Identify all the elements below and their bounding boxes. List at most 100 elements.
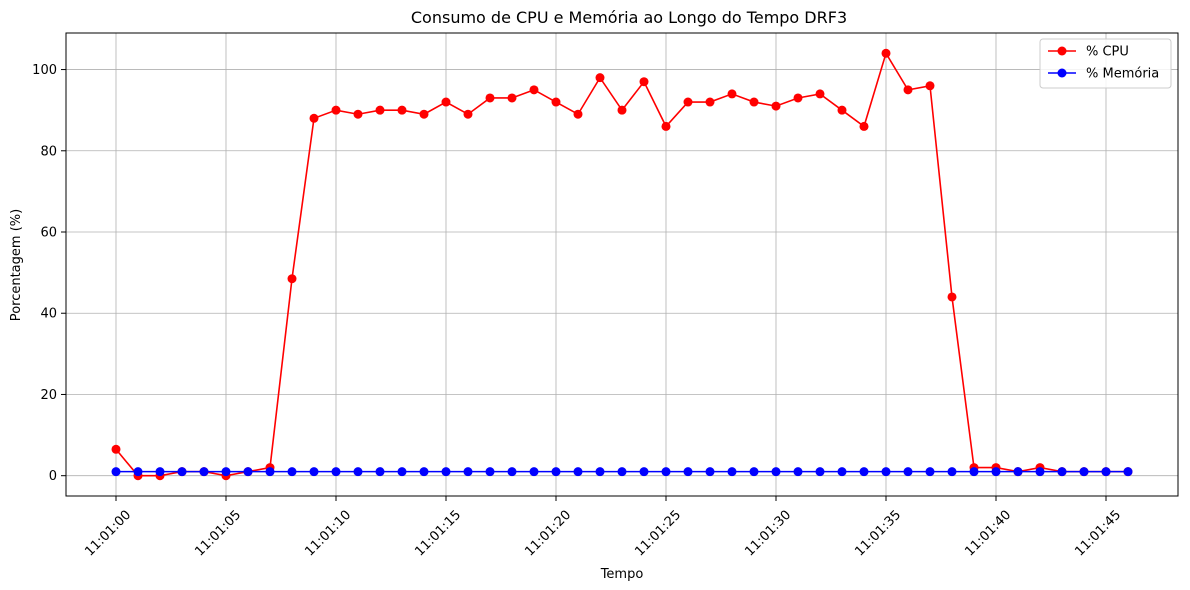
- data-point: [727, 89, 737, 99]
- data-point: [331, 105, 341, 115]
- data-point: [991, 467, 1001, 477]
- data-point: [419, 467, 429, 477]
- data-point: [947, 467, 957, 477]
- legend-marker: [1057, 68, 1067, 78]
- data-point: [463, 467, 473, 477]
- data-point: [1101, 467, 1111, 477]
- data-point: [749, 97, 759, 107]
- data-point: [925, 467, 935, 477]
- data-point: [595, 467, 605, 477]
- data-point: [749, 467, 759, 477]
- data-point: [309, 467, 319, 477]
- data-point: [1079, 467, 1089, 477]
- data-point: [265, 467, 275, 477]
- data-point: [859, 121, 869, 131]
- data-point: [375, 105, 385, 115]
- legend-label: % Memória: [1086, 67, 1159, 82]
- series-memoria: [111, 467, 1133, 477]
- data-point: [925, 81, 935, 91]
- data-point: [441, 467, 451, 477]
- data-point: [661, 121, 671, 131]
- data-point: [727, 467, 737, 477]
- data-point: [1057, 467, 1067, 477]
- legend: % CPU % Memória: [1039, 38, 1172, 89]
- data-point: [1013, 467, 1023, 477]
- data-point: [375, 467, 385, 477]
- x-axis-label: Tempo: [600, 567, 644, 582]
- data-point: [573, 467, 583, 477]
- data-point: [639, 77, 649, 87]
- data-point: [815, 467, 825, 477]
- data-point: [705, 467, 715, 477]
- y-tick-label: 100: [32, 63, 57, 78]
- data-point: [287, 467, 297, 477]
- data-point: [177, 467, 187, 477]
- legend-marker: [1057, 46, 1067, 56]
- y-tick-label: 20: [40, 388, 57, 403]
- data-point: [529, 467, 539, 477]
- data-point: [507, 467, 517, 477]
- y-tick-label: 0: [49, 469, 57, 484]
- data-point: [397, 467, 407, 477]
- data-point: [705, 97, 715, 107]
- data-point: [1035, 467, 1045, 477]
- data-point: [903, 467, 913, 477]
- data-point: [111, 444, 121, 454]
- data-point: [815, 89, 825, 99]
- data-point: [617, 105, 627, 115]
- y-tick-label: 60: [40, 226, 57, 241]
- data-point: [485, 467, 495, 477]
- data-point: [793, 467, 803, 477]
- data-point: [617, 467, 627, 477]
- data-point: [639, 467, 649, 477]
- legend-item: % Memória: [1048, 67, 1159, 82]
- data-point: [485, 93, 495, 103]
- data-point: [199, 467, 209, 477]
- data-point: [419, 109, 429, 119]
- y-tick-label: 40: [40, 307, 57, 322]
- data-point: [771, 467, 781, 477]
- data-point: [551, 467, 561, 477]
- data-point: [793, 93, 803, 103]
- legend-item: % CPU: [1048, 45, 1129, 60]
- data-point: [243, 467, 253, 477]
- data-point: [771, 101, 781, 111]
- data-point: [221, 467, 231, 477]
- data-point: [683, 97, 693, 107]
- data-point: [441, 97, 451, 107]
- data-point: [353, 467, 363, 477]
- chart-title: Consumo de CPU e Memória ao Longo do Tem…: [411, 8, 847, 27]
- series-layer: [111, 48, 1133, 481]
- data-point: [881, 48, 891, 58]
- data-point: [155, 467, 165, 477]
- data-point: [837, 467, 847, 477]
- data-point: [331, 467, 341, 477]
- data-point: [551, 97, 561, 107]
- data-point: [837, 105, 847, 115]
- data-point: [683, 467, 693, 477]
- plot-frame: [65, 32, 1179, 497]
- data-point: [903, 85, 913, 95]
- data-point: [1123, 467, 1133, 477]
- y-axis: 0 20 40 60 80 100: [32, 63, 66, 484]
- data-point: [463, 109, 473, 119]
- y-tick-label: 80: [40, 144, 57, 159]
- data-point: [947, 292, 957, 302]
- data-point: [111, 467, 121, 477]
- data-point: [969, 467, 979, 477]
- data-point: [507, 93, 517, 103]
- y-axis-label: Porcentagem (%): [9, 209, 24, 321]
- data-point: [595, 73, 605, 83]
- legend-label: % CPU: [1086, 45, 1129, 60]
- grid-lines: [66, 33, 1178, 496]
- data-point: [309, 113, 319, 123]
- data-point: [661, 467, 671, 477]
- data-point: [397, 105, 407, 115]
- data-point: [881, 467, 891, 477]
- data-point: [529, 85, 539, 95]
- data-point: [859, 467, 869, 477]
- data-point: [573, 109, 583, 119]
- data-point: [133, 467, 143, 477]
